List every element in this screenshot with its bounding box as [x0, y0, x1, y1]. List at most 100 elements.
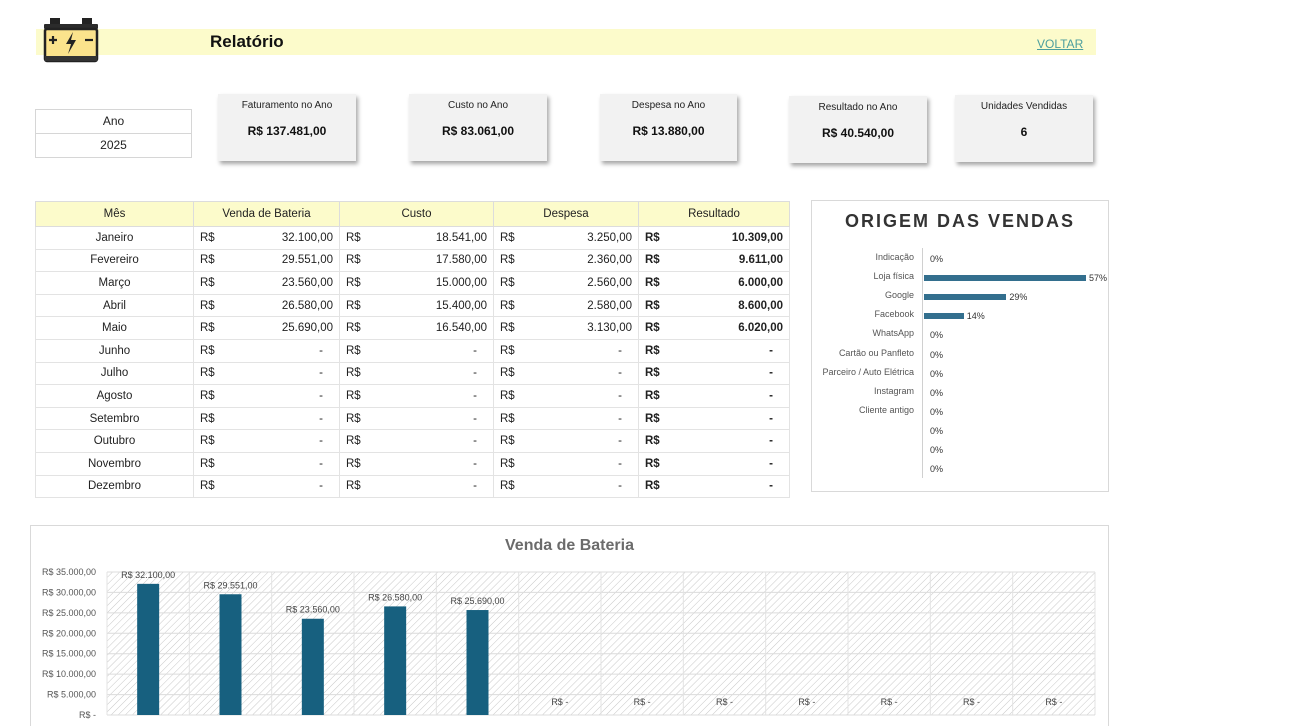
result-cell[interactable]: R$ 9.611,00	[638, 248, 790, 273]
expense-cell[interactable]: R$ -	[493, 384, 639, 408]
result-cell[interactable]: R$ -	[638, 406, 790, 431]
cost-cell[interactable]: R$ -	[339, 361, 494, 386]
y-tick-label: R$ 10.000,00	[42, 669, 96, 679]
origin-value-label: 0%	[930, 406, 944, 417]
currency-symbol: R$	[346, 457, 361, 470]
currency-symbol: R$	[645, 344, 660, 357]
currency-symbol: R$	[645, 322, 660, 335]
result-cell[interactable]: R$ -	[638, 474, 790, 499]
sale-cell[interactable]: R$ 32.100,00	[193, 226, 340, 250]
amount: -	[618, 412, 622, 425]
month-cell[interactable]: Janeiro	[35, 226, 194, 250]
origin-category-label: Cliente antigo	[858, 404, 914, 415]
year-value-cell[interactable]: 2025	[100, 138, 127, 152]
cost-cell[interactable]: R$ -	[339, 451, 494, 476]
amount: 8.600,00	[738, 299, 783, 312]
result-cell[interactable]: R$ -	[638, 338, 790, 363]
result-cell[interactable]: R$ -	[638, 384, 790, 408]
sale-cell[interactable]: R$ -	[193, 406, 340, 431]
cost-cell[interactable]: R$ 16.540,00	[339, 316, 494, 340]
expense-cell[interactable]: R$ -	[493, 451, 639, 476]
sale-cell[interactable]: R$ -	[193, 338, 340, 363]
expense-cell[interactable]: R$ -	[493, 406, 639, 431]
currency-symbol: R$	[645, 412, 660, 425]
month-cell[interactable]: Maio	[35, 316, 194, 340]
expense-cell[interactable]: R$ 2.580,00	[493, 293, 639, 318]
cost-cell[interactable]: R$ -	[339, 406, 494, 431]
cost-cell[interactable]: R$ 18.541,00	[339, 226, 494, 250]
expense-cell[interactable]: R$ -	[493, 474, 639, 499]
bar-value-label: R$ 25.690,00	[450, 596, 504, 606]
sale-cell[interactable]: R$ -	[193, 384, 340, 408]
expense-cell[interactable]: R$ 3.130,00	[493, 316, 639, 340]
table-row: Março R$ 23.560,00 R$ 15.000,00 R$ 2.560,00 R$ 6…	[35, 271, 790, 295]
result-cell[interactable]: R$ -	[638, 429, 790, 453]
month-cell[interactable]: Junho	[35, 338, 194, 363]
cost-cell[interactable]: R$ -	[339, 384, 494, 408]
month-cell[interactable]: Dezembro	[35, 474, 194, 499]
month-cell[interactable]: Agosto	[35, 384, 194, 408]
amount: -	[319, 457, 323, 470]
cost-cell[interactable]: R$ -	[339, 429, 494, 453]
currency-symbol: R$	[346, 389, 361, 402]
col-header-sale: Venda de Bateria	[193, 201, 340, 227]
result-cell[interactable]: R$ -	[638, 361, 790, 386]
amount: -	[319, 367, 323, 380]
amount: -	[319, 412, 323, 425]
result-cell[interactable]: R$ -	[638, 451, 790, 476]
month-cell[interactable]: Setembro	[35, 406, 194, 431]
result-cell[interactable]: R$ 6.000,00	[638, 271, 790, 295]
bar-value-label: R$ -	[716, 697, 733, 707]
sale-cell[interactable]: R$ -	[193, 429, 340, 453]
result-cell[interactable]: R$ 6.020,00	[638, 316, 790, 340]
expense-cell[interactable]: R$ -	[493, 338, 639, 363]
sale-cell[interactable]: R$ -	[193, 474, 340, 499]
currency-symbol: R$	[200, 457, 215, 470]
kpi-card-result: Resultado no Ano R$ 40.540,00	[789, 96, 927, 163]
bar-value-label: R$ -	[963, 697, 980, 707]
back-link[interactable]: VOLTAR	[1037, 37, 1084, 51]
origin-category-label: Google	[884, 290, 914, 301]
sale-cell[interactable]: R$ 23.560,00	[193, 271, 340, 295]
sales-bar	[384, 606, 407, 715]
expense-cell[interactable]: R$ 2.560,00	[493, 271, 639, 295]
sale-cell[interactable]: R$ 29.551,00	[193, 248, 340, 273]
page-title: Relatório	[210, 32, 284, 51]
currency-symbol: R$	[500, 254, 515, 267]
cost-cell[interactable]: R$ 15.400,00	[339, 293, 494, 318]
expense-cell[interactable]: R$ 2.360,00	[493, 248, 639, 273]
cost-cell[interactable]: R$ -	[339, 338, 494, 363]
sale-cell[interactable]: R$ -	[193, 361, 340, 386]
sale-cell[interactable]: R$ -	[193, 451, 340, 476]
currency-symbol: R$	[200, 344, 215, 357]
kpi-value: 6	[1020, 125, 1028, 139]
amount: 16.540,00	[435, 322, 487, 335]
sale-cell[interactable]: R$ 26.580,00	[193, 293, 340, 318]
currency-symbol: R$	[346, 344, 361, 357]
cost-cell[interactable]: R$ -	[339, 474, 494, 499]
month-cell[interactable]: Novembro	[35, 451, 194, 476]
cost-cell[interactable]: R$ 17.580,00	[339, 248, 494, 273]
month-cell[interactable]: Outubro	[35, 429, 194, 453]
expense-cell[interactable]: R$ 3.250,00	[493, 226, 639, 250]
result-cell[interactable]: R$ 10.309,00	[638, 226, 790, 250]
table-row: Dezembro R$ - R$ - R$ - R$ -	[35, 474, 790, 499]
amount: 26.580,00	[281, 299, 333, 312]
month-cell[interactable]: Abril	[35, 293, 194, 318]
y-tick-label: R$ 5.000,00	[47, 690, 96, 700]
origin-chart-title: ORIGEM DAS VENDAS	[844, 211, 1076, 231]
month-cell[interactable]: Março	[35, 271, 194, 295]
cost-cell[interactable]: R$ 15.000,00	[339, 271, 494, 295]
month-cell[interactable]: Julho	[35, 361, 194, 386]
expense-cell[interactable]: R$ -	[493, 429, 639, 453]
sale-cell[interactable]: R$ 25.690,00	[193, 316, 340, 340]
bar-value-label: R$ 32.100,00	[121, 570, 175, 580]
expense-cell[interactable]: R$ -	[493, 361, 639, 386]
currency-symbol: R$	[500, 344, 515, 357]
col-header-cost: Custo	[339, 201, 494, 227]
month-cell[interactable]: Fevereiro	[35, 248, 194, 273]
result-cell[interactable]: R$ 8.600,00	[638, 293, 790, 318]
currency-symbol: R$	[200, 389, 215, 402]
kpi-value: R$ 13.880,00	[632, 124, 705, 138]
currency-symbol: R$	[500, 322, 515, 335]
